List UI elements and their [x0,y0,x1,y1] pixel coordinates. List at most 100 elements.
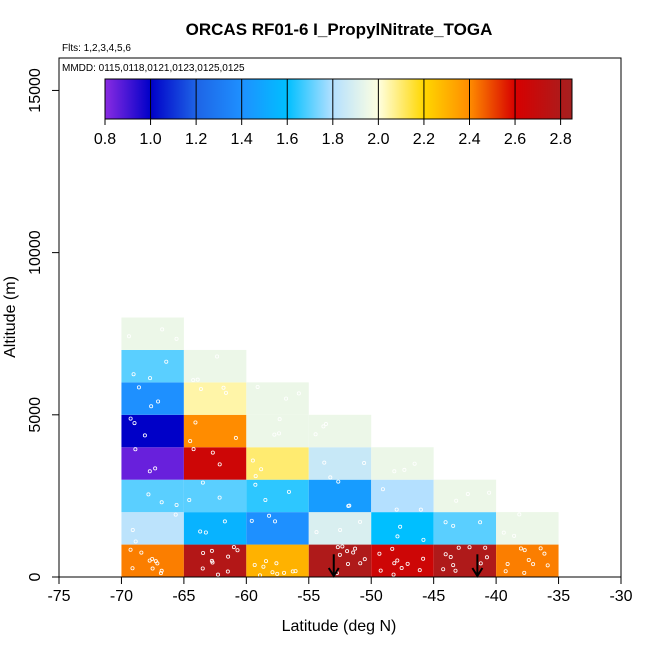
heatmap-cell [308,414,372,448]
sample-point [421,556,426,561]
heatmap-cell [121,447,184,480]
sample-point [221,385,226,390]
sample-point [542,551,547,556]
sample-point [203,530,208,535]
sample-point [402,467,407,472]
down-arrow-icon [327,554,340,578]
sample-point [139,550,144,555]
sample-point [191,378,196,383]
sample-point [160,327,165,332]
heatmap-cell [183,544,247,577]
sample-point [210,450,215,455]
heatmap-cell [183,349,247,383]
colorbar-tick-label: 1.2 [185,131,207,148]
heatmap-cell [246,414,309,448]
heatmap-cell [121,414,184,448]
colorbar-tick-label: 0.8 [94,131,116,148]
heatmap-cell [183,382,247,415]
sample-point [261,564,266,569]
sample-point [454,498,459,503]
sample-point [545,563,550,568]
sample-point [153,466,158,471]
sample-point [503,569,508,574]
y-axis-label: Altitude (m) [2,276,19,358]
sample-point [290,569,295,574]
sample-point [335,545,340,550]
sample-point [313,432,318,437]
sample-point [538,546,543,551]
sample-point [136,385,141,390]
x-tick-label: -75 [47,588,70,605]
sample-point [296,391,301,396]
heatmap-cell [183,512,247,545]
sample-point [293,569,298,574]
sample-point [441,567,446,572]
colorbar-tick-label: 1.4 [231,131,253,148]
sample-point [484,555,489,560]
sample-point [259,467,264,472]
heatmap-cell [433,479,497,513]
x-tick-label: -45 [422,588,445,605]
sample-point [187,497,192,502]
sample-point [358,519,363,524]
sample-point [173,512,178,517]
sample-point [253,474,258,479]
sample-point [345,561,350,566]
sample-point [133,539,138,544]
x-axis-label: Latitude (deg N) [282,618,397,635]
sample-point [378,568,383,573]
heatmap-cell [371,512,434,545]
down-arrow-icon [471,554,484,578]
sample-point [201,550,206,555]
y-tick-label: 5000 [27,397,44,433]
sample-point [164,359,169,364]
heatmap-cell [246,544,309,577]
sample-point [377,551,382,556]
sample-point [267,513,272,518]
sample-point [158,571,163,576]
sample-point [505,561,510,566]
sample-point [522,570,527,575]
heatmap-cell [246,479,309,513]
x-tick-label: -70 [110,588,133,605]
sample-point [142,433,147,438]
heatmap-cell [371,479,434,513]
sample-point [443,552,448,557]
sample-point [188,439,193,444]
x-tick-label: -35 [547,588,570,605]
colorbar-gradient [104,78,573,120]
sample-point [198,386,203,391]
dates-note: MMDD: 0115,0118,0121,0123,0125,0125 [62,63,245,74]
sample-point [174,336,179,341]
sample-point [128,416,133,421]
sample-point [398,524,403,529]
sample-point [336,479,341,484]
sample-point [358,561,363,566]
x-tick-label: -65 [172,588,195,605]
sample-point [512,533,517,538]
sample-point [338,527,343,532]
y-tick-label: 10000 [27,230,44,275]
heatmap-cell [496,512,559,545]
colorbar-tick-label: 1.0 [139,131,161,148]
sample-point [274,561,279,566]
sample-point [198,529,203,534]
sample-point [451,563,456,568]
sample-point [321,424,326,429]
chart-title: ORCAS RF01-6 I_PropylNitrate_TOGA [186,20,493,39]
sample-point [282,570,287,575]
flight-arrows [327,554,484,578]
sample-point [195,377,200,382]
sample-point [467,545,472,550]
x-axis: -75 -70 -65 -60 -55 -50 -45 -40 -35 -30 [47,576,633,605]
sample-point [518,546,523,551]
sample-point [487,490,492,495]
heatmap-cell [308,479,372,513]
sample-point [149,404,154,409]
sample-point [362,461,367,466]
sample-point [148,376,153,381]
heatmap-cell [121,382,184,415]
heatmap-cell [246,512,309,545]
sample-point [465,491,470,496]
